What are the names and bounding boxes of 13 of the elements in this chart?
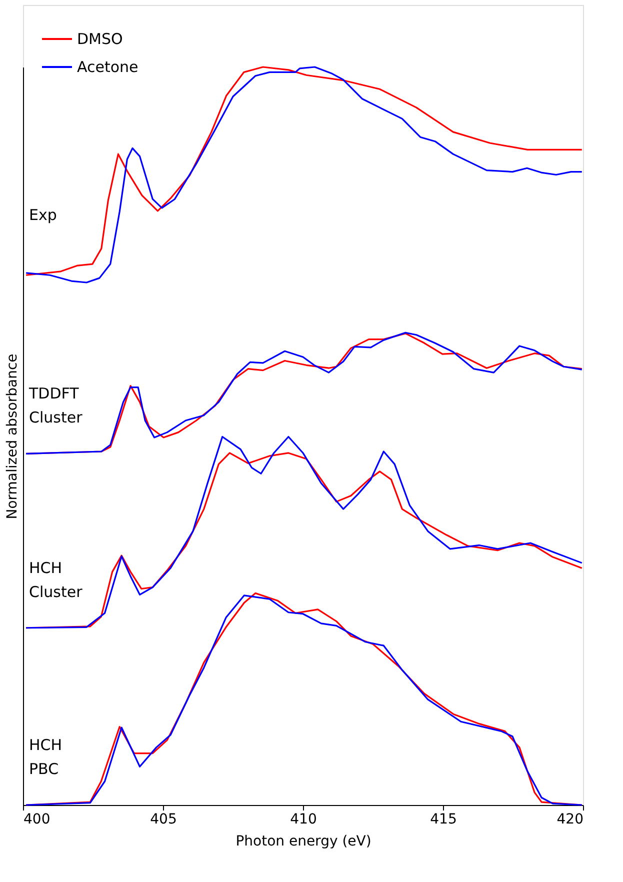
y-axis-title: Normalized absorbance — [4, 354, 20, 520]
x-tick-label: 405 — [150, 812, 177, 828]
annotation: HCH PBC — [29, 736, 62, 778]
x-tick-label: 415 — [430, 812, 457, 828]
x-tick-label: 400 — [24, 812, 50, 828]
annotation: Exp — [29, 206, 57, 224]
annotation: HCH Cluster — [29, 558, 84, 601]
x-tick-label: 420 — [556, 812, 584, 828]
x-axis-title: Photon energy (eV) — [236, 834, 372, 850]
x-tick-label: 410 — [290, 812, 317, 828]
legend-label: Acetone — [77, 58, 138, 76]
annotation: TDDFT Cluster — [28, 384, 84, 427]
legend-label: DMSO — [77, 30, 123, 48]
